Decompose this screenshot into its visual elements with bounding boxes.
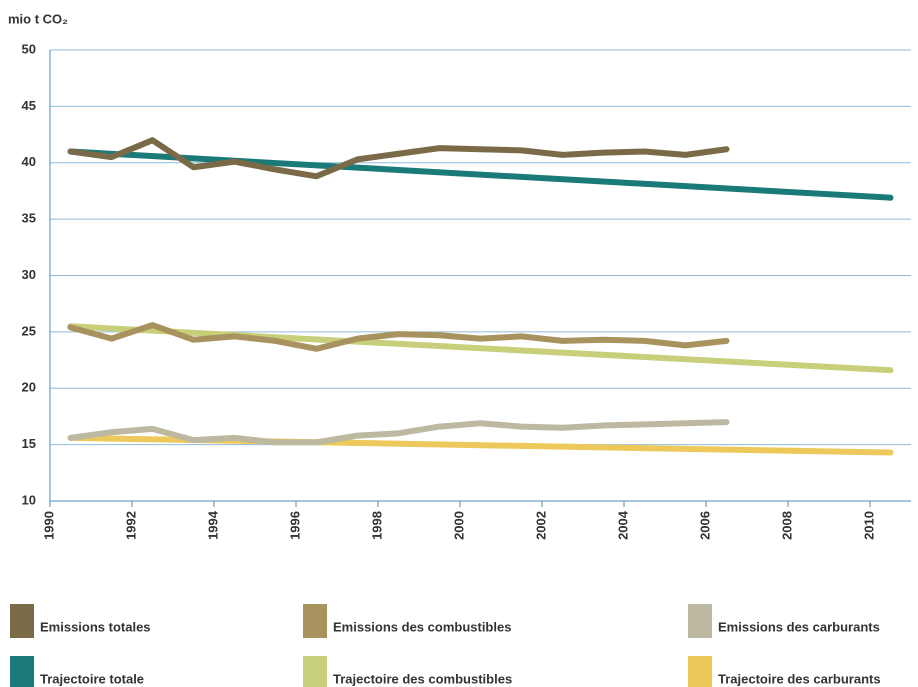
y-tick-label: 40 [22,154,36,169]
series-line [67,322,730,352]
y-tick-label: 45 [22,98,36,113]
y-tick-label: 20 [22,380,36,395]
x-tick-label: 1990 [41,511,56,540]
series-line [67,137,730,180]
legend-swatch [303,604,327,638]
y-tick-label: 30 [22,267,36,282]
x-tick-label: 1996 [287,511,302,540]
x-tick-label: 2000 [451,511,466,540]
legend-swatch [10,604,34,638]
y-tick-label: 25 [22,323,36,338]
y-tick-label: 15 [22,436,36,451]
legend-label: Emissions des carburants [718,619,880,634]
x-tick-label: 1994 [205,510,220,540]
x-tick-label: 1998 [369,511,384,540]
legend-swatch [688,604,712,638]
x-tick-label: 1992 [123,511,138,540]
y-tick-label: 10 [22,492,36,507]
legend-swatch [10,656,34,687]
legend-label: Emissions totales [40,619,151,634]
series-line [67,419,730,446]
y-tick-label: 50 [22,41,36,56]
y-axis-label: mio t CO₂ [8,11,68,26]
legend-label: Trajectoire des combustibles [333,671,512,686]
series-line [67,323,894,374]
series-line [67,148,894,201]
legend-label: Emissions des combustibles [333,619,511,634]
x-tick-label: 2008 [779,511,794,540]
legend-label: Trajectoire des carburants [718,671,881,686]
x-tick-label: 2006 [697,511,712,540]
x-tick-label: 2004 [615,510,630,540]
x-tick-label: 2010 [861,511,876,540]
legend-swatch [688,656,712,687]
legend-label: Trajectoire totale [40,671,144,686]
x-tick-label: 2002 [533,511,548,540]
legend-swatch [303,656,327,687]
y-tick-label: 35 [22,211,36,226]
